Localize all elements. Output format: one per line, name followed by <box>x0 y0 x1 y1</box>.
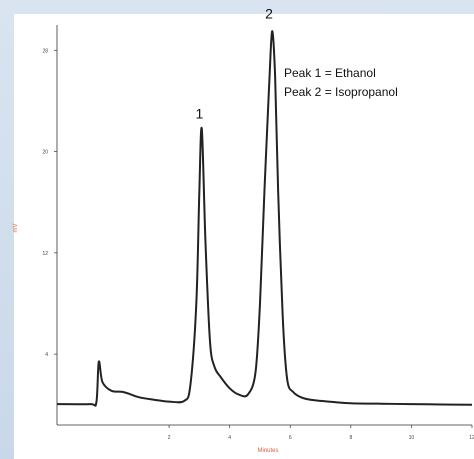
y-tick-label: 12 <box>42 251 48 257</box>
legend-line-2: Peak 2 = Isopropanol <box>284 85 398 99</box>
x-tick-label: 12 <box>469 435 474 441</box>
peak-label-1: 1 <box>195 106 203 122</box>
y-tick-label: 20 <box>42 150 48 156</box>
y-tick-label: 28 <box>42 48 48 54</box>
legend-line-1: Peak 1 = Ethanol <box>284 66 376 80</box>
x-tick-label: 6 <box>289 435 292 441</box>
x-tick-label: 10 <box>409 435 415 441</box>
peak-label-2: 2 <box>265 6 273 22</box>
series-line <box>56 30 473 407</box>
y-tick-label: 4 <box>45 352 48 358</box>
chart-panel <box>14 14 474 459</box>
x-tick-label: 8 <box>349 435 352 441</box>
y-ticks-group: 4 12 20 28 <box>42 48 57 358</box>
axes-group <box>56 25 472 426</box>
x-axis-title: Minutes <box>257 448 278 454</box>
y-axis-title: mV <box>13 224 19 233</box>
x-ticks-group: 2 4 6 8 10 12 <box>168 425 474 441</box>
x-tick-label: 4 <box>228 435 231 441</box>
x-tick-label: 2 <box>168 435 171 441</box>
peak-annotations: 12 <box>195 6 273 122</box>
